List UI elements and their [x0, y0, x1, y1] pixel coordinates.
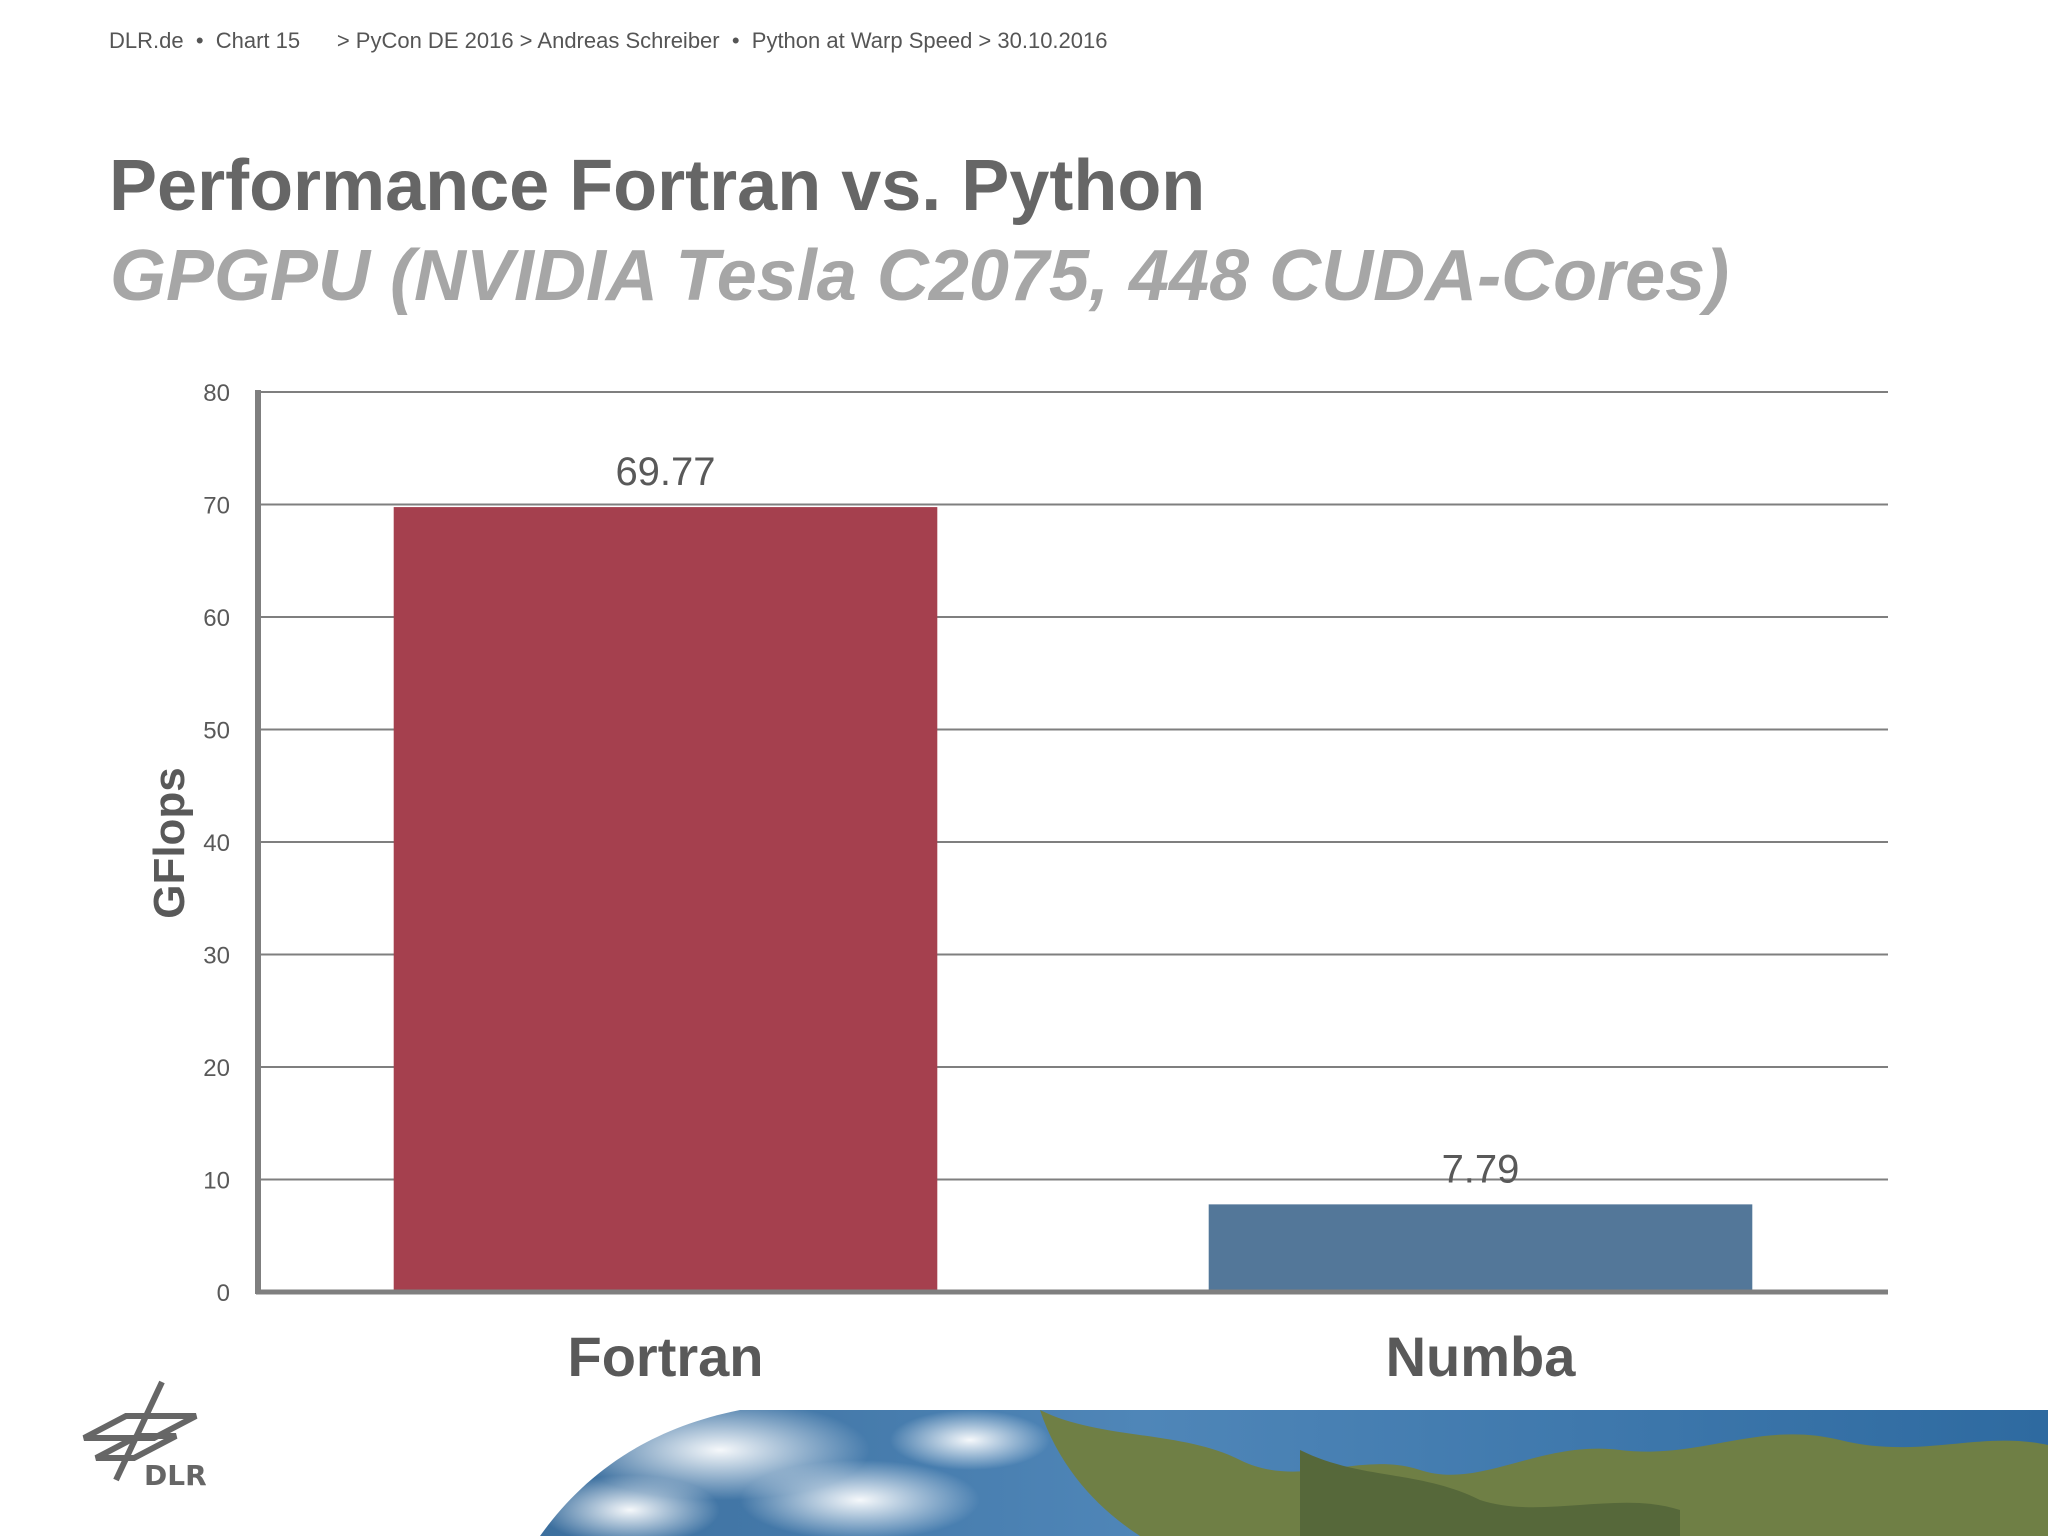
- y-tick-label: 0: [217, 1280, 230, 1307]
- y-tick-label: 30: [203, 943, 230, 970]
- bar-chart: 0 10 20 30 40 50 60 70 80 Fortran Numba 69.77 7.79…: [145, 380, 1888, 1388]
- category-labels: Fortran Numba: [568, 1325, 1577, 1388]
- data-label-fortran: 69.77: [615, 450, 715, 494]
- header-chart-label: Chart 15: [215, 28, 301, 53]
- bar-numba: [1208, 1204, 1753, 1292]
- data-label-numba: 7.79: [1442, 1147, 1520, 1191]
- header-breadcrumb: > PyCon DE 2016 > Andreas Schreiber • Py…: [336, 28, 1108, 53]
- category-label-numba: Numba: [1386, 1325, 1577, 1388]
- slide-subtitle: GPGPU (NVIDIA Tesla C2075, 448 CUDA-Core…: [110, 236, 1730, 316]
- y-tick-label: 80: [203, 380, 230, 407]
- y-tick-label: 20: [203, 1055, 230, 1082]
- dlr-logo-text: DLR: [144, 1459, 206, 1490]
- y-tick-label: 10: [203, 1168, 230, 1195]
- slide-header: DLR.de • Chart 15 > PyCon DE 2016 > Andr…: [109, 28, 1108, 53]
- category-label-fortran: Fortran: [568, 1325, 764, 1388]
- y-axis-label: GFlops: [145, 767, 194, 919]
- header-site: DLR.de: [109, 28, 184, 53]
- dlr-logo: DLR: [82, 1380, 206, 1490]
- y-tick-labels: 0 10 20 30 40 50 60 70 80: [203, 380, 230, 1307]
- y-tick-label: 40: [203, 830, 230, 857]
- earth-image: [540, 1410, 2048, 1536]
- y-tick-label: 70: [203, 493, 230, 520]
- y-tick-label: 60: [203, 605, 230, 632]
- slide-title: Performance Fortran vs. Python: [109, 146, 1206, 226]
- bars: [393, 507, 1753, 1292]
- bar-fortran: [393, 507, 938, 1292]
- axes: [255, 390, 1888, 1295]
- y-tick-label: 50: [203, 718, 230, 745]
- data-labels: 69.77 7.79: [615, 450, 1519, 1191]
